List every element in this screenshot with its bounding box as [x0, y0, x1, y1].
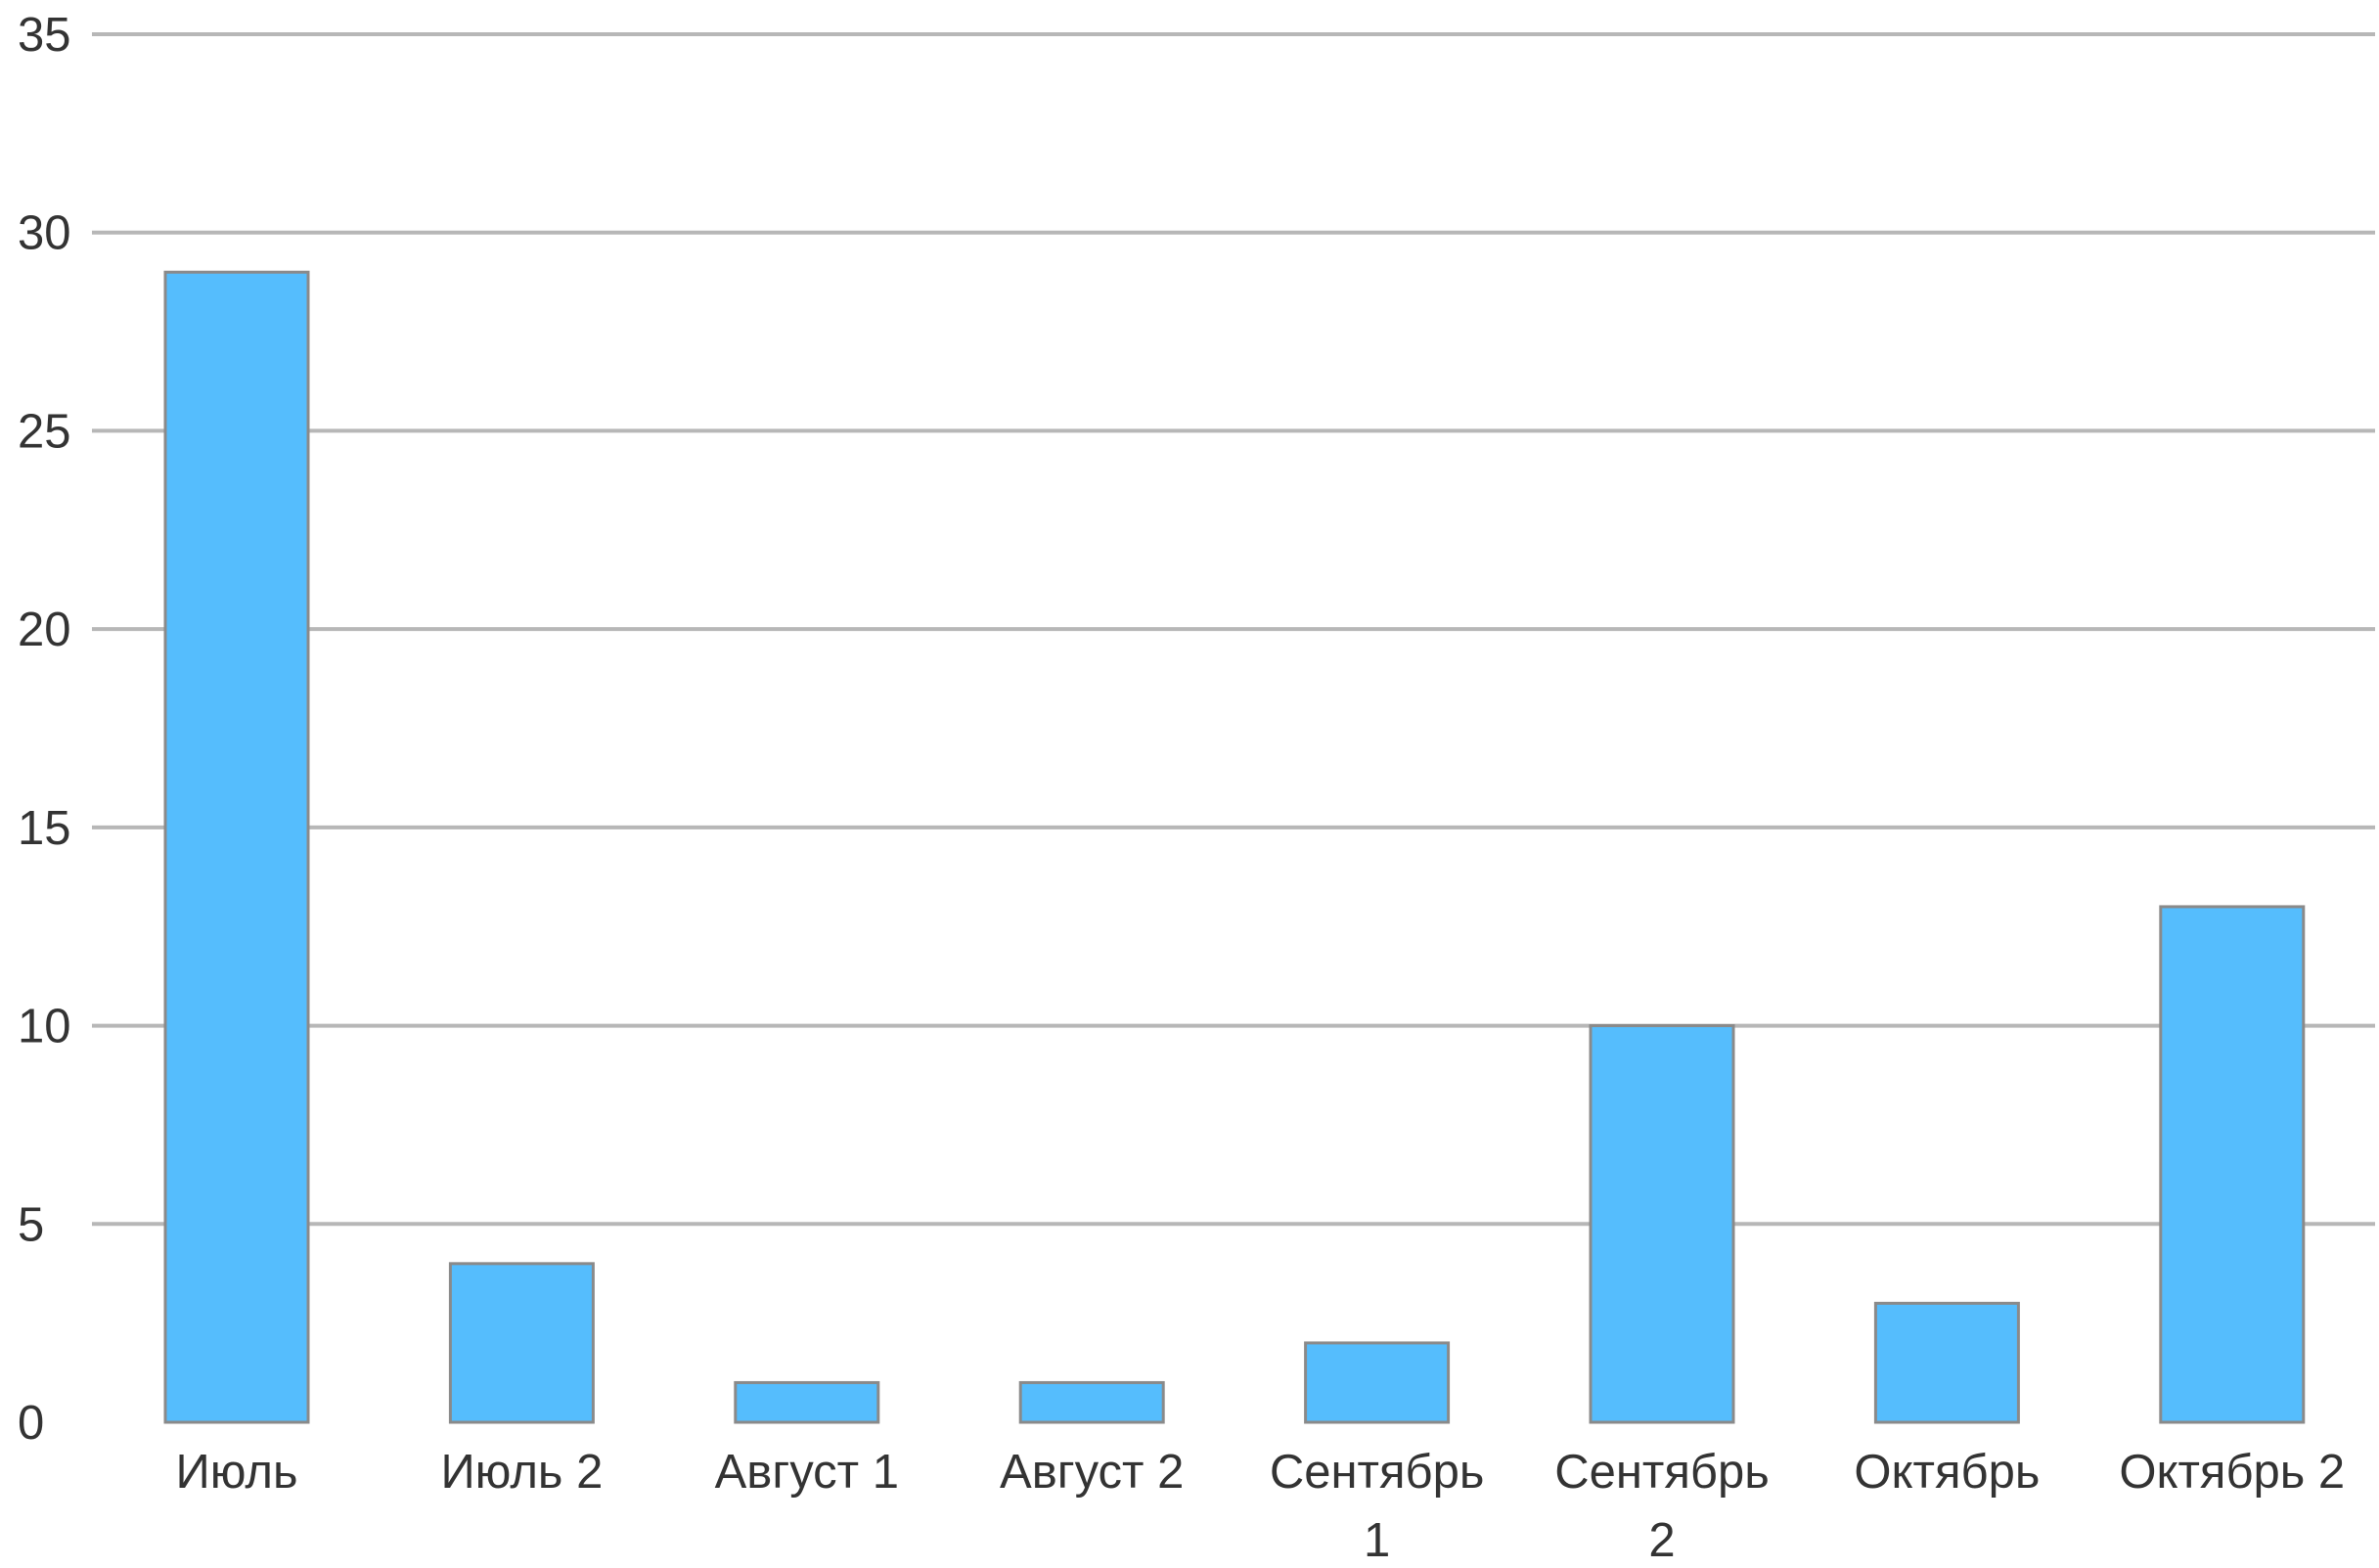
y-axis-ticks: 0 5 10 15 20 25 30 35	[18, 9, 71, 1450]
bar-2	[448, 1262, 595, 1424]
y-tick-label: 20	[18, 604, 71, 656]
y-tick-label: 0	[18, 1397, 44, 1450]
x-category-label: Июль 2	[440, 1446, 603, 1499]
y-tick-label: 15	[18, 802, 71, 855]
x-category-label: Сентябрь	[1554, 1446, 1770, 1499]
x-category-label: Октябрь	[1854, 1446, 2040, 1499]
x-category-label: Август 2	[1000, 1446, 1184, 1499]
x-category-label: 1	[1364, 1514, 1390, 1563]
y-tick-label: 35	[18, 9, 71, 62]
x-category-label: 2	[1648, 1514, 1675, 1563]
x-category-label: Октябрь 2	[2119, 1446, 2345, 1499]
bar-8	[2159, 905, 2306, 1424]
y-tick-label: 30	[18, 207, 71, 260]
grid-layer	[92, 32, 2375, 1227]
x-category-label: Сентябрь	[1270, 1446, 1485, 1499]
bar-3	[734, 1380, 880, 1424]
y-tick-label: 25	[18, 405, 71, 458]
x-category-label: Август 1	[715, 1446, 899, 1499]
y-tick-label: 10	[18, 1001, 71, 1053]
x-axis-labels: Июль Июль 2 Август 1 Август 2 Сентябрь 1 Сентя…	[175, 1446, 2345, 1567]
bar-6	[1589, 1024, 1735, 1424]
bars	[163, 270, 2306, 1424]
bar-1	[163, 270, 310, 1424]
bar-5	[1304, 1341, 1451, 1424]
y-tick-label: 5	[18, 1198, 44, 1251]
bar-4	[1018, 1380, 1165, 1424]
bar-7	[1873, 1301, 2020, 1424]
x-category-label: Июль	[175, 1446, 297, 1499]
